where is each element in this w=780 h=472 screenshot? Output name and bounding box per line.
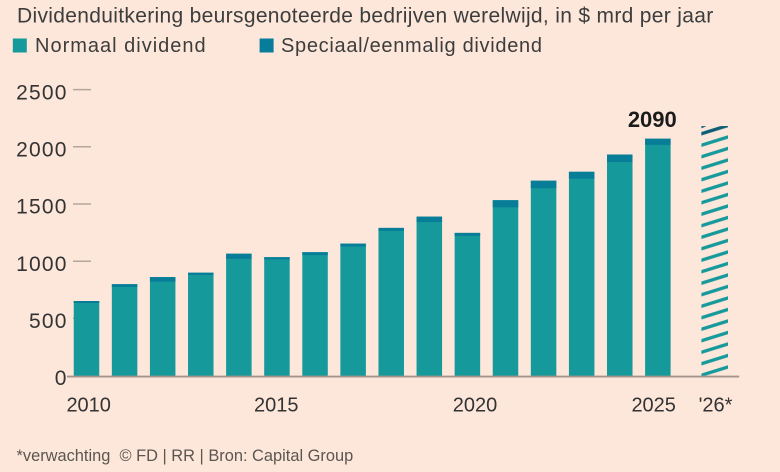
- svg-text:Speciaal/eenmalig dividend: Speciaal/eenmalig dividend: [281, 35, 543, 57]
- svg-text:2010: 2010: [66, 395, 111, 417]
- svg-text:2090: 2090: [628, 107, 677, 132]
- svg-text:'26*: '26*: [699, 395, 733, 417]
- svg-text:2000: 2000: [16, 139, 68, 162]
- svg-text:2025: 2025: [631, 395, 676, 417]
- svg-text:2015: 2015: [254, 395, 299, 417]
- svg-text:0: 0: [55, 367, 68, 390]
- svg-text:2020: 2020: [453, 395, 498, 417]
- svg-text:1500: 1500: [16, 196, 68, 219]
- svg-text:1000: 1000: [16, 253, 68, 276]
- svg-text:Normaal dividend: Normaal dividend: [35, 35, 207, 57]
- svg-text:500: 500: [29, 310, 68, 333]
- svg-text:*verwachting © FD | RR | Bron: *verwachting © FD | RR | Bron: Capital G…: [17, 447, 354, 465]
- svg-text:2500: 2500: [16, 81, 68, 104]
- svg-text:Dividenduitkering beursgenotee: Dividenduitkering beursgenoteerde bedrij…: [17, 5, 714, 28]
